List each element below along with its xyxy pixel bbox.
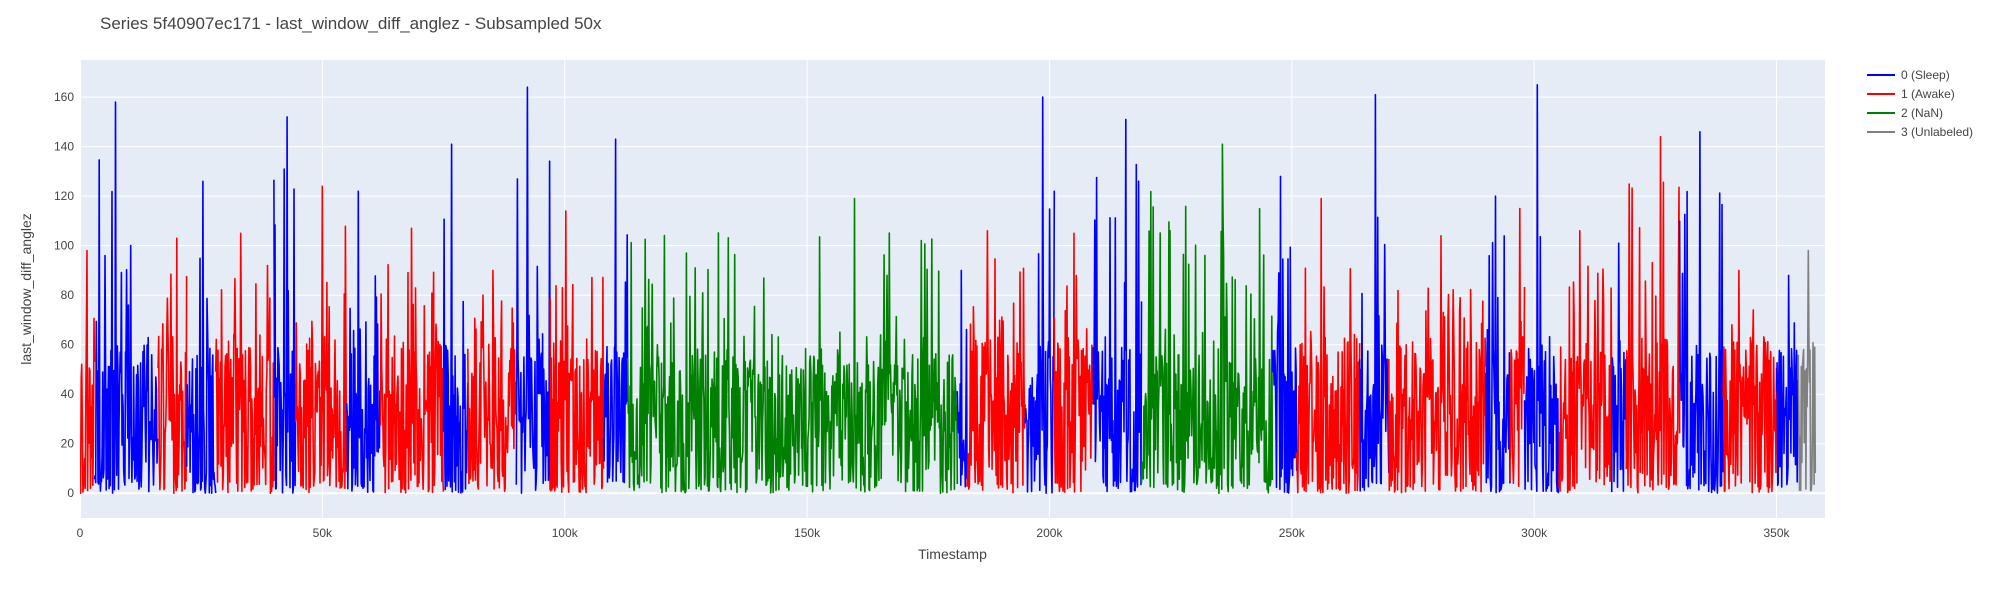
y-tick-label: 40	[61, 387, 75, 401]
x-tick-label: 0	[77, 526, 84, 540]
series-line-1-awake	[294, 185, 348, 494]
legend-label: 2 (NaN)	[1901, 106, 1943, 120]
series-line-0-sleep	[1484, 195, 1511, 494]
y-tick-label: 60	[61, 338, 75, 352]
x-tick-label: 50k	[313, 526, 333, 540]
series-line-0-sleep	[442, 143, 469, 494]
series-line-1-awake	[1722, 269, 1778, 494]
y-tick-label: 120	[54, 189, 74, 203]
y-tick-label: 20	[61, 437, 75, 451]
series-line-0-sleep	[1678, 131, 1724, 494]
y-tick-label: 0	[67, 486, 74, 500]
series-line-2-nan	[626, 197, 959, 495]
series-line-3-unlabeled	[1797, 249, 1817, 492]
y-tick-label: 100	[54, 239, 74, 253]
series-line-0-sleep	[93, 101, 159, 494]
x-axis-label: Timestamp	[918, 546, 987, 562]
y-axis-label: last_window_diff_anglez	[18, 213, 34, 365]
series-line-0-sleep	[515, 86, 552, 494]
series-line-1-awake	[467, 269, 518, 493]
series-line-0-sleep	[345, 190, 382, 494]
y-tick-label: 80	[61, 288, 75, 302]
series-line-1-awake	[1625, 135, 1681, 494]
series-line-0-sleep	[1024, 96, 1056, 495]
series-line-1-awake	[214, 232, 275, 495]
y-axis: 0 20 40 60 80 100 120 140 160	[54, 90, 74, 500]
x-tick-label: 200k	[1036, 526, 1063, 540]
series-line-0-sleep	[1358, 93, 1390, 492]
series-line-1-awake	[156, 237, 188, 495]
series-line-1-awake	[549, 210, 605, 494]
legend-label: 3 (Unlabeled)	[1901, 125, 1973, 139]
x-axis: 0 50k 100k 150k 200k 250k 300k 350k	[77, 526, 1791, 540]
series-line-0-sleep	[602, 138, 629, 484]
series-line-0-sleep	[1775, 274, 1800, 488]
y-tick-label: 160	[54, 90, 74, 104]
series-line-1-awake	[379, 227, 445, 494]
series-line-2-nan	[1140, 143, 1274, 495]
legend: 0 (Sleep) 1 (Awake) 2 (NaN) 3 (Unlabeled)	[1867, 68, 1973, 139]
y-tick-label: 140	[54, 140, 74, 154]
plot-lines	[80, 84, 1817, 495]
series-line-1-awake	[1295, 197, 1361, 495]
series-line-1-awake	[1509, 207, 1526, 488]
series-line-0-sleep	[1271, 175, 1298, 494]
legend-label: 0 (Sleep)	[1901, 68, 1950, 82]
x-tick-label: 250k	[1279, 526, 1306, 540]
x-tick-label: 100k	[552, 526, 579, 540]
series-line-0-sleep	[1610, 242, 1628, 493]
x-tick-label: 150k	[794, 526, 821, 540]
x-tick-label: 350k	[1764, 526, 1791, 540]
series-line-0-sleep	[956, 269, 968, 488]
legend-label: 1 (Awake)	[1901, 87, 1955, 101]
series-line-1-awake	[1557, 230, 1613, 494]
chart-title: Series 5f40907ec171 - last_window_diff_a…	[100, 14, 602, 33]
series-line-1-awake	[1388, 235, 1487, 494]
x-tick-label: 300k	[1521, 526, 1548, 540]
series-line-0-sleep	[1523, 84, 1560, 494]
series-line-1-awake	[966, 230, 1026, 494]
series-line-0-sleep	[185, 180, 217, 495]
series-line-0-sleep	[1092, 118, 1143, 493]
series-line-0-sleep	[273, 116, 297, 494]
series-line-1-awake	[80, 249, 96, 495]
series-line-1-awake	[1053, 232, 1094, 493]
